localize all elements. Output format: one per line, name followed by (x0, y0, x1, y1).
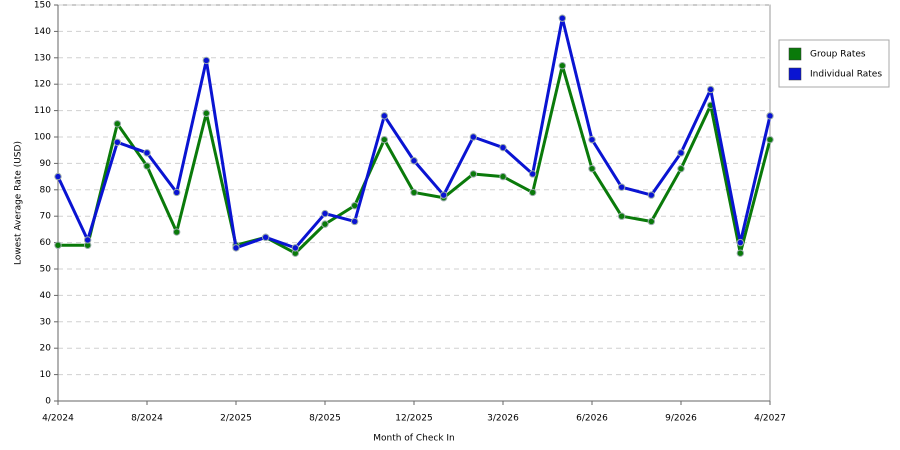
data-point (499, 143, 507, 152)
data-point (143, 149, 151, 157)
data-point (617, 212, 626, 220)
x-tick-label: 4/2024 (42, 414, 74, 424)
data-point (410, 157, 418, 165)
y-axis-title: Lowest Average Rate (USD) (14, 141, 24, 265)
data-point (528, 170, 537, 178)
data-point (380, 112, 389, 120)
x-tick-label: 6/2026 (576, 414, 608, 424)
y-tick-label: 110 (34, 106, 51, 116)
data-point (469, 133, 478, 141)
x-tick-label: 8/2025 (309, 414, 341, 424)
y-tick-label: 40 (40, 291, 52, 301)
data-point (350, 217, 359, 226)
y-tick-label: 10 (40, 370, 52, 380)
x-tick-label: 3/2026 (487, 414, 519, 424)
data-point (202, 56, 211, 65)
data-point (143, 162, 151, 170)
data-point (588, 164, 596, 173)
data-point (766, 112, 774, 120)
data-point (677, 149, 685, 157)
data-point (528, 188, 537, 197)
data-point (380, 135, 389, 144)
y-tick-label: 140 (34, 27, 51, 37)
data-point (617, 183, 626, 191)
x-tick-label: 8/2024 (131, 414, 163, 424)
data-point (647, 217, 656, 226)
data-point (54, 172, 62, 181)
legend-swatch (788, 47, 802, 61)
data-point (588, 135, 596, 144)
data-point (113, 138, 122, 146)
legend-label: Group Rates (810, 50, 866, 60)
data-point (232, 244, 240, 252)
y-tick-label: 130 (34, 53, 51, 63)
data-point (410, 188, 418, 197)
y-tick-label: 0 (45, 397, 51, 407)
data-point (291, 244, 300, 252)
data-point (558, 14, 567, 22)
data-point (439, 191, 448, 199)
data-point (736, 238, 745, 247)
data-point (321, 209, 329, 218)
data-point (83, 236, 92, 244)
data-point (499, 172, 507, 181)
data-point (202, 109, 211, 117)
legend-swatch (788, 67, 802, 81)
data-point (677, 164, 685, 173)
data-point (172, 228, 181, 236)
x-tick-label: 4/2027 (754, 414, 786, 424)
x-tick-label: 2/2025 (220, 414, 252, 424)
plot-area (57, 4, 771, 402)
data-point (261, 233, 270, 242)
y-tick-label: 70 (40, 212, 52, 222)
data-point (54, 241, 62, 249)
y-tick-label: 30 (40, 317, 52, 327)
y-tick-label: 60 (40, 238, 52, 248)
legend-label: Individual Rates (810, 70, 882, 80)
data-point (469, 170, 478, 178)
data-point (321, 220, 329, 228)
y-tick-label: 120 (34, 80, 51, 90)
x-tick-label: 9/2026 (665, 414, 697, 424)
data-point (647, 191, 656, 199)
data-point (350, 201, 359, 210)
x-axis-title: Month of Check In (373, 434, 455, 444)
data-point (172, 188, 181, 197)
data-point (736, 249, 745, 257)
y-tick-label: 150 (34, 1, 51, 11)
data-point (706, 85, 715, 94)
y-tick-label: 100 (34, 133, 51, 143)
data-point (113, 120, 122, 128)
data-point (766, 135, 774, 144)
y-tick-label: 50 (40, 265, 52, 275)
y-tick-label: 20 (40, 344, 52, 354)
x-tick-label: 12/2025 (395, 414, 432, 424)
y-tick-label: 90 (40, 159, 52, 169)
y-tick-label: 80 (40, 185, 52, 195)
data-point (558, 62, 567, 70)
